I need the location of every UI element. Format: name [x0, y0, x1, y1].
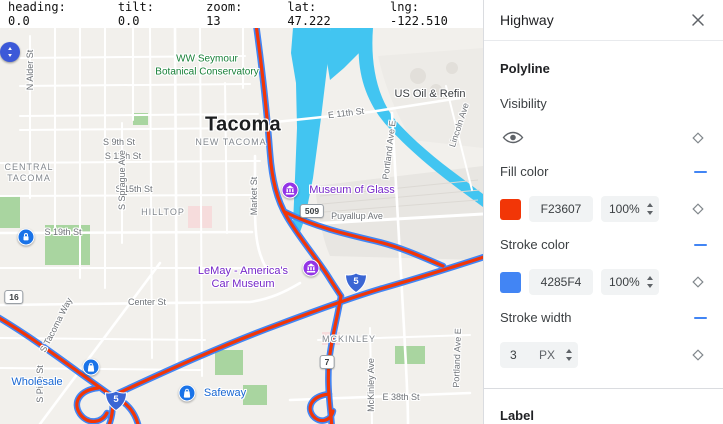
museum-icon[interactable]: [302, 259, 320, 277]
visibility-label: Visibility: [500, 96, 547, 111]
stroke-width-input[interactable]: 3 PX: [500, 342, 578, 368]
route-shield: 7: [319, 355, 335, 369]
route-shield: 16: [4, 290, 24, 304]
diamond-icon[interactable]: [689, 273, 707, 291]
lng-readout: lng: -122.510: [390, 0, 448, 28]
updown-arrows-icon[interactable]: [646, 202, 654, 216]
diamond-icon[interactable]: [689, 129, 707, 147]
fill-color-swatch[interactable]: [500, 198, 521, 220]
panel-body: Polyline Visibility Fill color F2360: [484, 41, 723, 424]
stroke-opacity-input[interactable]: 100%: [601, 269, 659, 295]
shopping-icon[interactable]: [82, 358, 100, 376]
museum-icon[interactable]: [281, 181, 299, 199]
label-section-heading: Label: [500, 408, 534, 423]
diamond-icon[interactable]: [689, 200, 707, 218]
heading-readout: heading: 0.0: [8, 0, 66, 28]
eye-icon[interactable]: [500, 128, 526, 147]
fill-opacity-input[interactable]: 100%: [601, 196, 659, 222]
stroke-color-hex-input[interactable]: 4285F4: [529, 269, 593, 295]
panel-title: Highway: [500, 12, 554, 28]
diamond-icon[interactable]: [689, 346, 707, 364]
tilt-readout: tilt: 0.0: [117, 0, 154, 28]
lock-icon[interactable]: [17, 228, 35, 246]
updown-arrows-icon[interactable]: [646, 275, 654, 289]
statusbar: heading: 0.0 tilt: 0.0 zoom: 13 lat: 47.…: [0, 0, 483, 28]
route-shield: 509: [299, 204, 325, 218]
lat-readout: lat: 47.222: [287, 0, 331, 28]
stroke-width-unit: PX: [538, 348, 555, 362]
polyline-section-heading: Polyline: [500, 61, 550, 76]
panel-header: Highway: [484, 0, 723, 41]
interstate-shield: 5: [104, 390, 128, 412]
style-panel: Highway Polyline Visibility Fill color: [483, 0, 723, 424]
map-graphics: [0, 28, 483, 424]
section-divider: [484, 388, 723, 389]
shopping-icon[interactable]: [178, 384, 196, 402]
interstate-shield: 5: [344, 272, 368, 294]
dash-icon: [694, 170, 707, 173]
fill-color-label: Fill color: [500, 164, 549, 179]
compass-control[interactable]: [0, 42, 20, 62]
stroke-color-label: Stroke color: [500, 237, 570, 252]
updown-arrows-icon[interactable]: [565, 348, 573, 362]
stroke-color-swatch[interactable]: [500, 271, 521, 293]
stroke-width-label: Stroke width: [500, 310, 572, 325]
dash-icon: [694, 243, 707, 246]
map-canvas[interactable]: WW Seymour Botanical Conservatory Tacoma…: [0, 28, 483, 424]
fill-color-hex-input[interactable]: F23607: [529, 196, 593, 222]
close-icon[interactable]: [689, 11, 707, 29]
dash-icon: [694, 316, 707, 319]
zoom-readout: zoom: 13: [206, 0, 243, 28]
